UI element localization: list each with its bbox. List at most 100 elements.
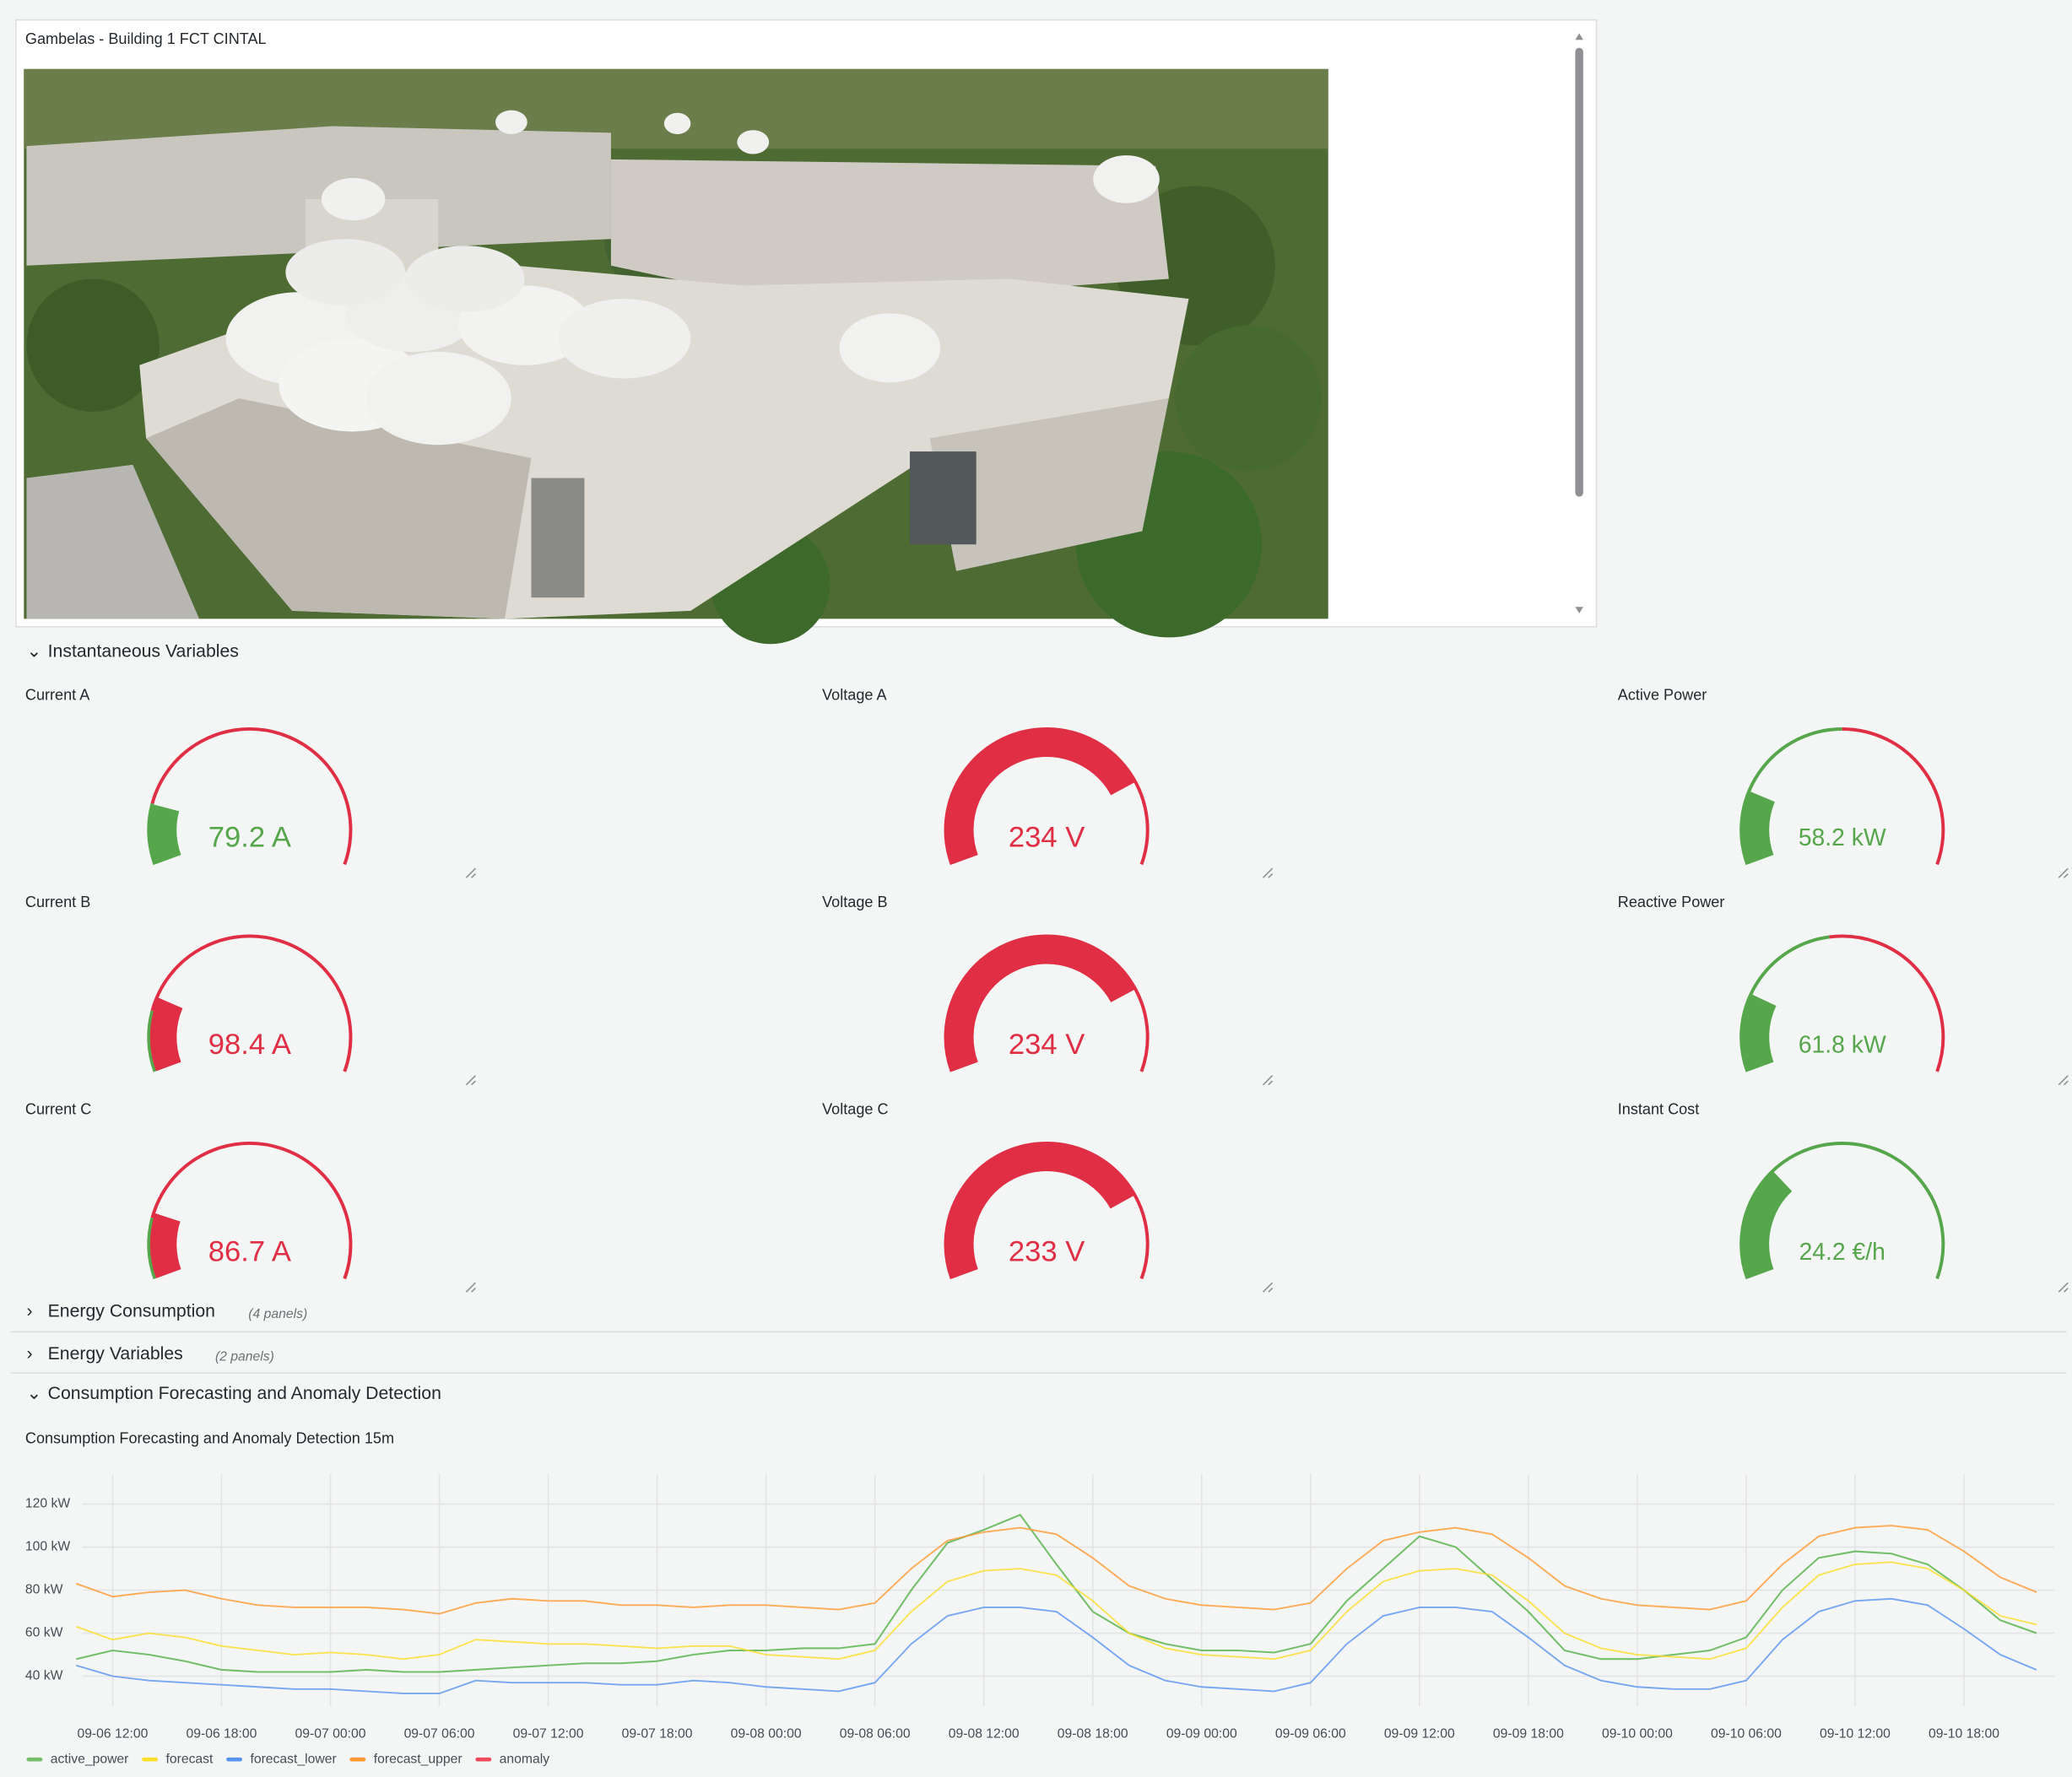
gauge-threshold-ok: [1739, 727, 1842, 866]
x-tick-label: 09-09 06:00: [1275, 1726, 1346, 1741]
gauge-fill: [947, 937, 1134, 1072]
x-tick-label: 09-06 12:00: [77, 1726, 148, 1741]
x-tick-label: 09-07 06:00: [404, 1726, 475, 1741]
gauge-title: Active Power: [1618, 686, 1707, 703]
x-tick-label: 09-09 12:00: [1384, 1726, 1455, 1741]
x-tick-label: 09-08 00:00: [731, 1726, 802, 1741]
legend-label[interactable]: forecast: [165, 1752, 214, 1766]
gauge-fill: [149, 997, 183, 1072]
legend-label[interactable]: anomaly: [500, 1752, 550, 1766]
legend-swatch: [142, 1757, 159, 1762]
gauge-value: 234 V: [1009, 822, 1085, 854]
legend-swatch: [226, 1757, 243, 1762]
gauge-threshold-alert: [1829, 934, 1945, 1072]
y-tick-label: 40 kW: [25, 1669, 63, 1683]
gauge-title: Current C: [25, 1100, 91, 1117]
series-line: [76, 1597, 2037, 1694]
gauge-title: Instant Cost: [1618, 1100, 1699, 1117]
gauge-value: 61.8 kW: [1799, 1032, 1886, 1059]
gauge-threshold-ok: [1739, 935, 1830, 1072]
row-title[interactable]: Energy Variables: [48, 1343, 183, 1364]
gauge-value: 98.4 A: [208, 1029, 292, 1061]
gauge-fill: [947, 730, 1134, 864]
legend-label[interactable]: forecast_lower: [250, 1752, 336, 1766]
gauge-title: Current A: [25, 686, 90, 703]
legend-swatch: [26, 1757, 43, 1762]
scroll-down[interactable]: [1575, 607, 1583, 614]
gauge-title: Voltage A: [822, 686, 887, 703]
gauge-threshold-ok: [1739, 1142, 1945, 1280]
gauge-threshold-alert: [150, 1142, 353, 1280]
gauge-threshold-ok: [147, 802, 157, 866]
gauge-fill: [1742, 994, 1777, 1072]
x-tick-label: 09-09 00:00: [1166, 1726, 1237, 1741]
x-tick-label: 09-10 18:00: [1929, 1726, 1999, 1741]
x-tick-label: 09-07 18:00: [622, 1726, 693, 1741]
row-note: (2 panels): [215, 1349, 274, 1364]
row-note: (4 panels): [248, 1307, 307, 1321]
gauge-threshold-ok: [147, 1010, 157, 1072]
resize-handle: [1263, 1282, 1274, 1293]
gauge-value: 79.2 A: [208, 822, 292, 854]
gauge-value: 24.2 €/h: [1799, 1239, 1885, 1266]
y-tick-label: 80 kW: [25, 1583, 63, 1597]
gauge-fill: [1742, 1171, 1793, 1278]
resize-handle: [465, 1075, 476, 1086]
row-title[interactable]: Instantaneous Variables: [48, 640, 239, 661]
row-title[interactable]: Energy Consumption: [48, 1300, 215, 1321]
series-line: [76, 1525, 2037, 1615]
legend-label[interactable]: forecast_upper: [374, 1752, 463, 1766]
x-tick-label: 09-07 12:00: [513, 1726, 584, 1741]
resize-handle: [2058, 1075, 2069, 1086]
gauge-title: Reactive Power: [1618, 894, 1725, 910]
gauge-value: 86.7 A: [208, 1236, 292, 1268]
legend-label[interactable]: active_power: [51, 1752, 129, 1766]
series-line: [76, 1561, 2037, 1661]
x-tick-label: 09-09 18:00: [1493, 1726, 1564, 1741]
resize-handle: [1263, 1075, 1274, 1086]
scroll-up[interactable]: [1575, 33, 1583, 41]
gauge-threshold-alert: [150, 727, 353, 866]
row-chevron[interactable]: ⌄: [26, 1383, 41, 1403]
gauge-title: Current B: [25, 894, 90, 910]
gauge-title: Voltage B: [822, 894, 887, 910]
scrollbar[interactable]: [1575, 47, 1583, 497]
row-chevron[interactable]: ›: [26, 1300, 32, 1321]
resize-handle: [1263, 867, 1274, 878]
x-tick-label: 09-08 12:00: [949, 1726, 1020, 1741]
gauge-threshold-alert: [944, 1142, 1150, 1280]
y-tick-label: 60 kW: [25, 1626, 63, 1640]
gauge-fill: [149, 1213, 181, 1278]
x-tick-label: 09-10 12:00: [1820, 1726, 1891, 1741]
series-line: [76, 1514, 2037, 1673]
resize-handle: [465, 867, 476, 878]
gauge-threshold-alert: [1842, 727, 1945, 866]
gauge-fill: [1742, 791, 1776, 864]
panel-title: Consumption Forecasting and Anomaly Dete…: [25, 1430, 394, 1447]
legend-swatch: [475, 1757, 492, 1762]
building-photo: [24, 68, 1328, 645]
x-tick-label: 09-08 06:00: [840, 1726, 911, 1741]
resize-handle: [2058, 1282, 2069, 1293]
y-tick-label: 120 kW: [25, 1497, 70, 1511]
gauge-fill: [149, 804, 181, 864]
row-title[interactable]: Consumption Forecasting and Anomaly Dete…: [48, 1383, 441, 1403]
x-tick-label: 09-08 18:00: [1058, 1726, 1128, 1741]
gauge-threshold-alert: [944, 934, 1150, 1072]
row-chevron[interactable]: ›: [26, 1343, 32, 1364]
x-tick-label: 09-10 06:00: [1711, 1726, 1782, 1741]
gauge-threshold-alert: [150, 934, 353, 1072]
gauge-value: 234 V: [1009, 1029, 1085, 1061]
x-tick-label: 09-06 18:00: [186, 1726, 257, 1741]
gauge-title: Voltage C: [822, 1100, 888, 1117]
legend-swatch: [349, 1757, 366, 1762]
gauge-threshold-alert: [944, 727, 1150, 866]
x-tick-label: 09-10 00:00: [1602, 1726, 1673, 1741]
x-tick-label: 09-07 00:00: [295, 1726, 366, 1741]
panel-title: Gambelas - Building 1 FCT CINTAL: [25, 30, 267, 47]
row-chevron[interactable]: ⌄: [26, 640, 41, 661]
gauge-fill: [947, 1144, 1134, 1278]
gauge-value: 58.2 kW: [1799, 824, 1886, 851]
resize-handle: [465, 1282, 476, 1293]
